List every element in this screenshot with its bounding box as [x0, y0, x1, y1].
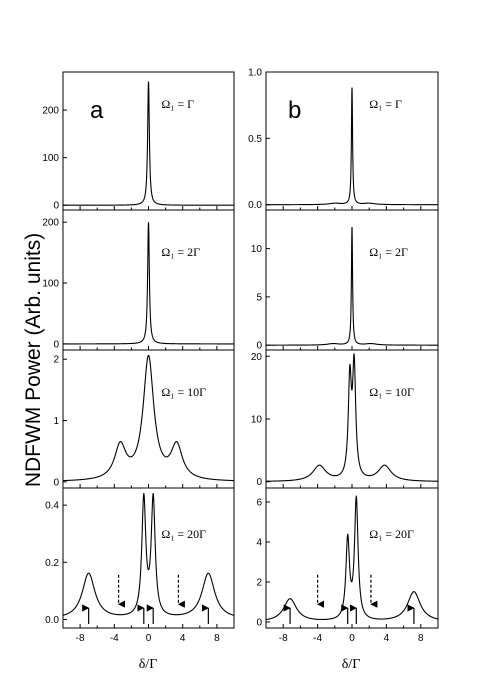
y-tick-label: 100: [42, 153, 59, 164]
y-tick-label: 1.0: [248, 68, 262, 79]
rabi-frequency-label: Ω₁ = 2Γ: [369, 245, 408, 259]
y-tick-label: 10: [251, 244, 263, 255]
panel-frame: [265, 349, 439, 489]
y-tick-label: 0: [53, 477, 59, 488]
rabi-frequency-label: Ω₁ = Γ: [369, 97, 402, 111]
x-tick-label: -4: [313, 633, 322, 644]
x-tick-label: -8: [76, 633, 85, 644]
y-tick-label: 1: [53, 416, 59, 427]
y-tick-label: 20: [251, 352, 263, 363]
y-tick-label: 2: [53, 355, 59, 366]
x-tick-label: 4: [180, 633, 186, 644]
series-line: [62, 492, 235, 616]
panel-a-2: 0 100 200 Ω₁ = 2Γ: [42, 209, 235, 351]
panel-a-4: 0.0 0.2 0.4 -8 -4 0 4 8 Ω₁ = 20Γ: [45, 487, 235, 644]
panel-b-3: 0 10 20 Ω₁ = 10Γ: [251, 349, 439, 489]
series-line: [266, 352, 439, 482]
x-tick-label: 0: [146, 633, 152, 644]
series-line: [63, 81, 234, 206]
x-axis-label-right: δ/Γ: [342, 657, 361, 672]
y-tick-label: 4: [256, 538, 262, 549]
y-tick-label: 200: [42, 218, 59, 229]
rabi-frequency-label: Ω₁ = Γ: [161, 97, 194, 111]
y-tick-label: 10: [251, 415, 263, 426]
y-tick-label: 200: [42, 106, 59, 117]
y-tick-label: 0.4: [45, 501, 59, 512]
series-line: [63, 354, 234, 482]
panel-frame: [62, 487, 235, 629]
y-tick-label: 0.2: [45, 558, 59, 569]
panel-letter-a: a: [90, 97, 104, 124]
x-tick-label: -8: [279, 633, 288, 644]
y-axis-label: NDFWM Power (Arb. units): [22, 233, 45, 487]
panel-frame: [265, 487, 439, 629]
series-line: [63, 222, 234, 345]
y-tick-label: 0.5: [248, 134, 262, 145]
rabi-frequency-label: Ω₁ = 2Γ: [161, 245, 200, 259]
series-line: [265, 495, 439, 621]
rabi-frequency-label: Ω₁ = 10Γ: [161, 385, 206, 399]
y-tick-label: 0.0: [45, 615, 59, 626]
panel-frame: [62, 349, 235, 489]
panel-a-1: 0 100 200 Ω₁ = Γ: [42, 71, 235, 212]
rabi-frequency-label: Ω₁ = 20Γ: [369, 527, 414, 541]
y-tick-label: 0: [256, 341, 262, 352]
series-line: [266, 87, 438, 206]
y-tick-label: 100: [42, 279, 59, 290]
y-tick-label: 2: [256, 578, 262, 589]
x-tick-label: -4: [110, 633, 119, 644]
x-axis-label-left: δ/Γ: [139, 657, 158, 672]
y-tick-label: 5: [256, 292, 262, 303]
y-tick-label: 0.0: [248, 200, 262, 211]
y-tick-label: 0: [256, 618, 262, 629]
y-tick-label: 6: [256, 498, 262, 509]
panel-b-4: 0 2 4 6 -8 -4 0 4 8 Ω₁ = 20Γ: [256, 487, 439, 644]
x-tick-label: 4: [384, 633, 390, 644]
x-tick-label: 8: [214, 633, 220, 644]
y-tick-label: 0: [256, 477, 262, 488]
x-tick-label: 8: [418, 633, 424, 644]
panel-letter-b: b: [288, 97, 301, 124]
rabi-frequency-label: Ω₁ = 10Γ: [369, 385, 414, 399]
panel-b-2: 0 5 10 Ω₁ = 2Γ: [251, 209, 439, 352]
rabi-frequency-label: Ω₁ = 20Γ: [161, 527, 206, 541]
panel-b-1: 0.0 0.5 1.0 Ω₁ = Γ: [248, 68, 439, 211]
panel-a-3: 0 1 2 Ω₁ = 10Γ: [53, 349, 235, 489]
x-tick-label: 0: [349, 633, 355, 644]
y-tick-label: 0: [53, 201, 59, 212]
y-tick-label: 0: [53, 339, 59, 350]
series-line: [266, 227, 438, 346]
